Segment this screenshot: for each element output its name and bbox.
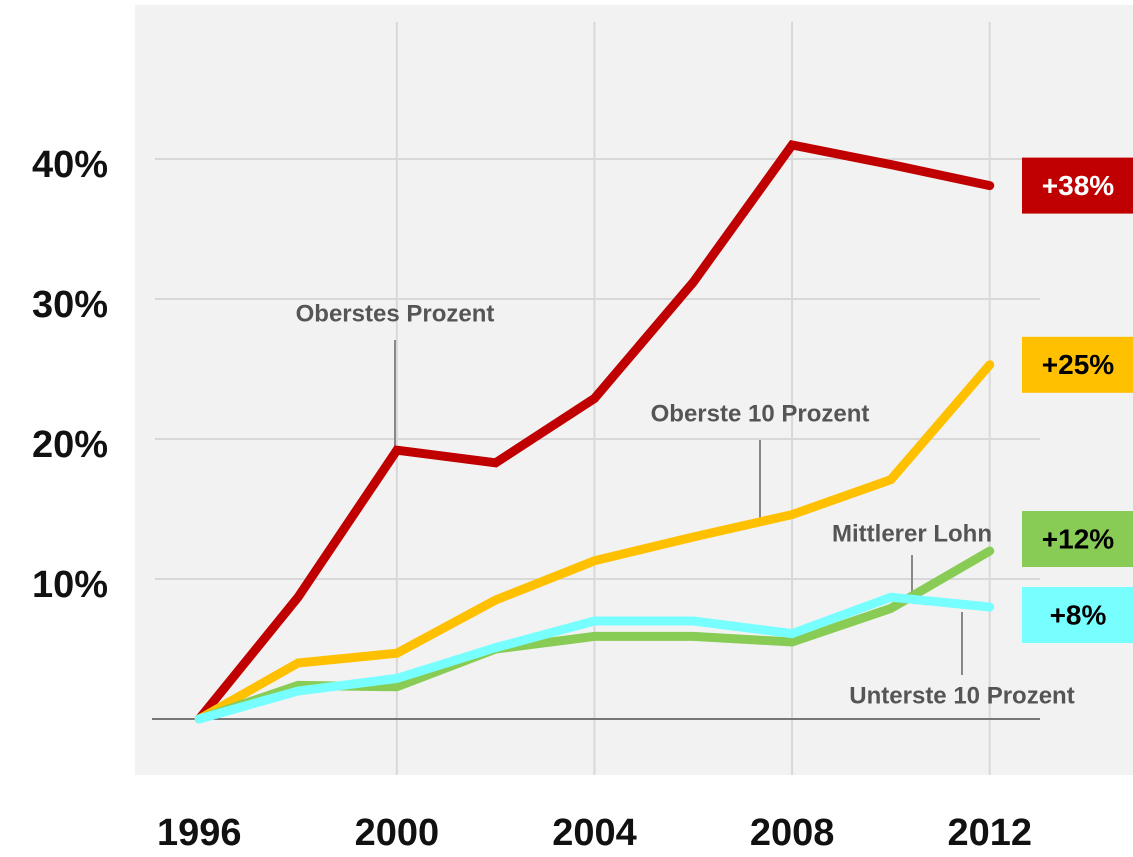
end-label: +38% <box>1042 170 1114 201</box>
series-line <box>194 140 995 724</box>
end-label-box <box>1022 336 1133 393</box>
annotation: Mittlerer Lohn <box>832 520 992 547</box>
annotation: Oberste 10 Prozent <box>651 400 870 427</box>
x-tick-label: 1996 <box>157 812 242 854</box>
x-tick-label: 2008 <box>750 812 835 854</box>
y-tick-label: 10% <box>32 564 108 606</box>
end-label-box <box>1022 511 1133 567</box>
end-label-box <box>1022 157 1133 214</box>
x-tick-label: 2004 <box>552 812 637 854</box>
end-label-box <box>1022 587 1133 643</box>
annotation: Oberstes Prozent <box>296 300 495 327</box>
y-tick-label: 40% <box>32 144 108 186</box>
series-line <box>194 360 995 724</box>
series-line <box>194 592 995 724</box>
end-label: +25% <box>1042 349 1114 380</box>
annotation: Unterste 10 Prozent <box>849 682 1074 709</box>
end-label: +8% <box>1050 599 1107 630</box>
y-tick-label: 30% <box>32 284 108 326</box>
x-tick-label: 2012 <box>947 812 1032 854</box>
y-tick-label: 20% <box>32 424 108 466</box>
x-tick-label: 2000 <box>355 812 440 854</box>
plot-background <box>135 5 1133 775</box>
end-label: +12% <box>1042 523 1114 554</box>
